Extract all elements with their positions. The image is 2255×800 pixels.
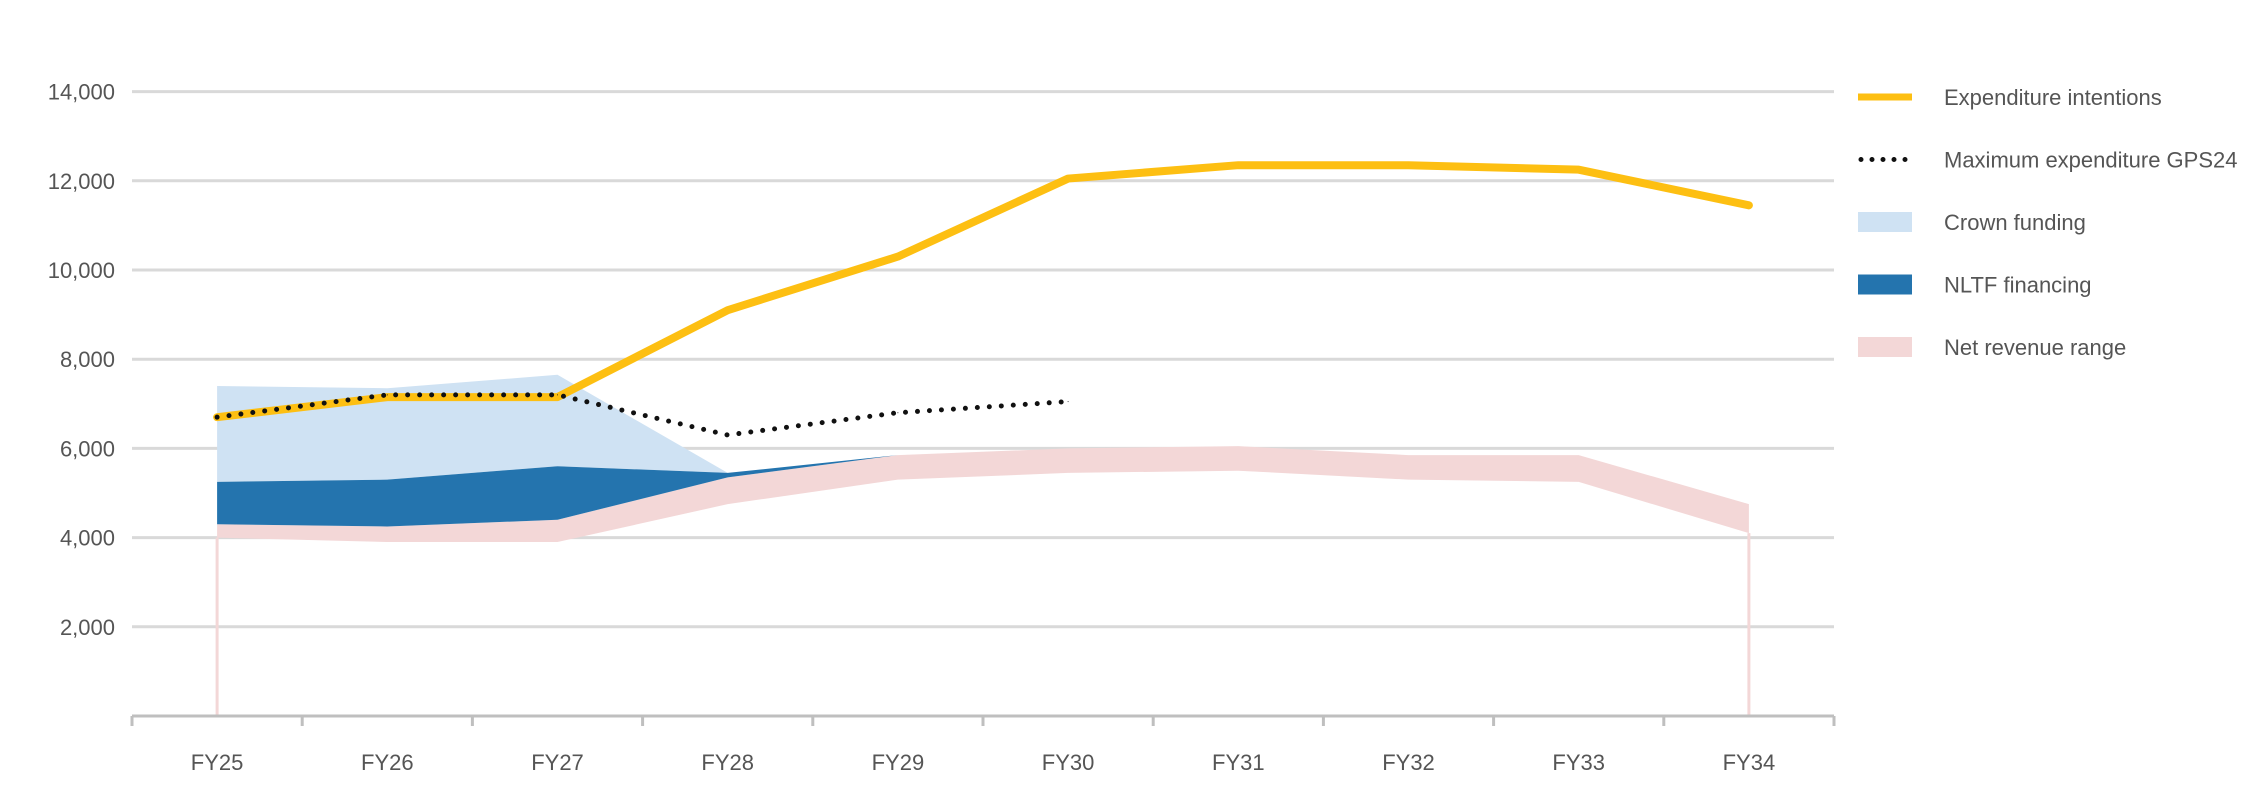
x-tick-label: FY29 bbox=[872, 750, 925, 775]
y-tick-label: 6,000 bbox=[60, 436, 115, 461]
x-tick-label: FY32 bbox=[1382, 750, 1435, 775]
x-tick-label: FY27 bbox=[531, 750, 584, 775]
data-point bbox=[727, 434, 729, 436]
legend-label-nltf-financing: NLTF financing bbox=[1944, 273, 2092, 298]
legend-label-expenditure-intentions: Expenditure intentions bbox=[1944, 85, 2162, 110]
y-tick-label: 2,000 bbox=[60, 615, 115, 640]
y-tick-label: 12,000 bbox=[48, 169, 115, 194]
y-tick-labels: 2,000 4,000 6,000 8,000 10,000 12,000 14,000 bbox=[48, 80, 115, 640]
data-point bbox=[557, 394, 558, 396]
x-tick-labels: FY25 FY26 FY27 FY28 FY29 FY30 FY31 FY32 FY33 FY34 bbox=[191, 750, 1775, 775]
legend-swatch-crown-funding bbox=[1858, 212, 1912, 232]
crown-funding-band bbox=[217, 374, 898, 482]
data-point bbox=[1067, 401, 1069, 403]
data-point bbox=[727, 309, 729, 311]
maximum-expenditure-gps24-line bbox=[214, 392, 1071, 438]
series-lines bbox=[213, 161, 1753, 438]
legend: Expenditure intentions Maximum expenditur… bbox=[1858, 85, 2237, 360]
x-tick-label: FY26 bbox=[361, 750, 414, 775]
legend-swatch-nltf-financing bbox=[1858, 274, 1912, 295]
data-point bbox=[897, 412, 899, 414]
x-tick-label: FY25 bbox=[191, 750, 244, 775]
data-point bbox=[386, 396, 388, 398]
data-point bbox=[216, 416, 218, 418]
x-axis bbox=[130, 714, 1836, 726]
data-point bbox=[557, 396, 558, 398]
legend-label-maximum-expenditure-gps24: Maximum expenditure GPS24 bbox=[1944, 148, 2237, 173]
legend-label-crown-funding: Crown funding bbox=[1944, 210, 2086, 235]
data-point bbox=[1408, 164, 1409, 166]
data-point bbox=[897, 256, 899, 258]
x-tick-label: FY31 bbox=[1212, 750, 1265, 775]
expenditure-intentions-line bbox=[213, 161, 1753, 422]
data-point bbox=[1237, 164, 1239, 166]
x-tick-label: FY34 bbox=[1723, 750, 1776, 775]
data-point bbox=[1067, 178, 1069, 180]
x-tick-label: FY33 bbox=[1552, 750, 1605, 775]
data-point bbox=[1578, 169, 1580, 171]
y-tick-label: 4,000 bbox=[60, 526, 115, 551]
area-bands bbox=[215, 374, 1751, 716]
x-tick-label: FY28 bbox=[701, 750, 754, 775]
data-point bbox=[1748, 204, 1750, 206]
net-revenue-range-band bbox=[217, 446, 1749, 543]
legend-label-net-revenue-range: Net revenue range bbox=[1944, 335, 2126, 360]
x-tick-label: FY30 bbox=[1042, 750, 1095, 775]
nltf-financing-band bbox=[217, 455, 898, 527]
y-tick-label: 10,000 bbox=[48, 258, 115, 283]
data-point bbox=[386, 394, 388, 396]
legend-swatch-net-revenue-range bbox=[1858, 337, 1912, 357]
y-tick-label: 14,000 bbox=[48, 80, 115, 105]
y-tick-label: 8,000 bbox=[60, 347, 115, 372]
